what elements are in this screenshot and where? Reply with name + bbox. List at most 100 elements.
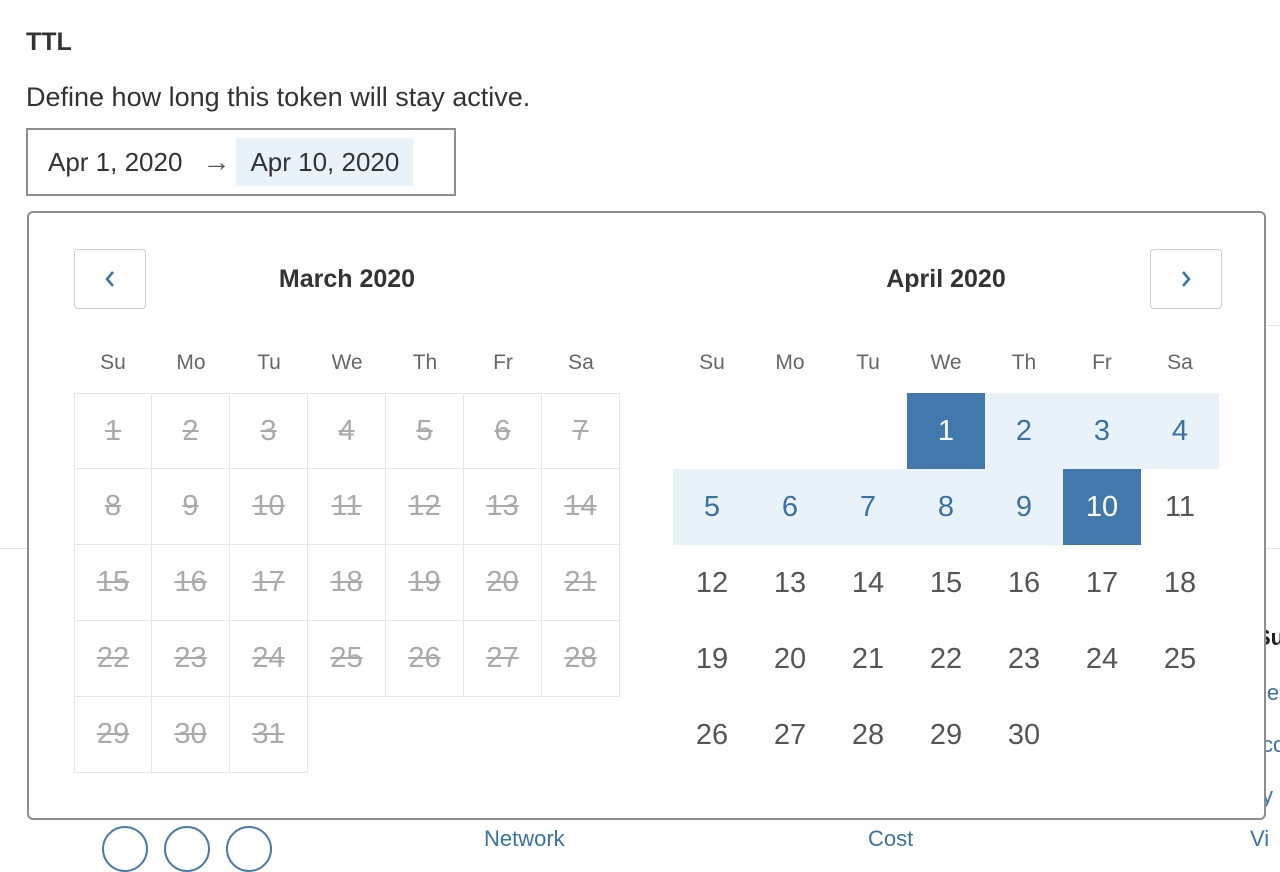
day-cell[interactable]: 29: [929, 718, 963, 751]
day-cell-disabled: 17: [230, 545, 308, 621]
day-cell[interactable]: 23: [1007, 642, 1041, 675]
week-row: 5 6 7 8 9 10 11: [673, 469, 1219, 545]
day-cell[interactable]: 16: [1007, 566, 1041, 599]
start-date-input[interactable]: Apr 1, 2020: [48, 147, 183, 177]
prev-month-button[interactable]: [74, 249, 146, 309]
week-row: 8 9 10 11 12 13 14: [74, 469, 620, 545]
day-cell-disabled: 12: [386, 469, 464, 545]
next-month-button[interactable]: [1150, 249, 1222, 309]
weekday-label: Mo: [775, 351, 805, 374]
empty-cell: [1141, 697, 1219, 773]
day-cell-disabled: 14: [542, 469, 620, 545]
day-cell-selected[interactable]: 1: [907, 393, 985, 469]
day-cell-disabled: 11: [308, 469, 386, 545]
weekday-header: Su Mo Tu We Th Fr Sa: [74, 351, 620, 393]
day-cell[interactable]: 20: [773, 642, 807, 675]
day-cell-disabled: 16: [152, 545, 230, 621]
day-cell-disabled: 26: [386, 621, 464, 697]
day-cell-disabled: 19: [386, 545, 464, 621]
tab-network[interactable]: Network: [484, 826, 565, 851]
empty-cell: [308, 697, 386, 773]
day-cell[interactable]: 24: [1085, 642, 1119, 675]
weekday-label: Su: [100, 351, 126, 374]
day-cell-in-range[interactable]: 3: [1063, 393, 1141, 469]
day-cell-in-range[interactable]: 6: [751, 469, 829, 545]
month-title: March 2020: [278, 265, 416, 293]
link[interactable]: le: [1262, 680, 1280, 705]
date-picker-popup: March 2020 April 2020 Su Mo Tu We Th Fr Sa 1 2 3 4…: [27, 211, 1266, 820]
step-circle: [226, 826, 272, 872]
empty-cell: [1063, 697, 1141, 773]
month-grid-march: Su Mo Tu We Th Fr Sa 1 2 3 4 5 6 7 8 9 10 11 12 13 14 15 16 17 1…: [74, 351, 620, 773]
day-cell[interactable]: 17: [1085, 566, 1119, 599]
day-cell-disabled: 29: [74, 697, 152, 773]
weekday-label: Mo: [176, 351, 206, 374]
day-cell[interactable]: 14: [851, 566, 885, 599]
tab-view[interactable]: Vi: [1250, 826, 1270, 851]
day-cell[interactable]: 27: [773, 718, 807, 751]
day-cell-disabled: 3: [230, 393, 308, 469]
chevron-left-icon: [105, 271, 114, 287]
weekday-label: Su: [699, 351, 725, 374]
day-cell-disabled: 20: [464, 545, 542, 621]
day-cell-disabled: 6: [464, 393, 542, 469]
day-cell-disabled: 25: [308, 621, 386, 697]
weekday-label: Th: [1011, 351, 1037, 374]
day-cell-in-range[interactable]: 2: [985, 393, 1063, 469]
day-cell-disabled: 31: [230, 697, 308, 773]
link[interactable]: co: [1262, 732, 1280, 757]
weekday-label: Tu: [257, 351, 281, 374]
weekday-label: Fr: [1092, 351, 1112, 374]
day-cell[interactable]: 18: [1163, 566, 1197, 599]
week-row: 15 16 17 18 19 20 21: [74, 545, 620, 621]
week-row: 29 30 31: [74, 697, 620, 773]
weekday-label: Fr: [493, 351, 513, 374]
empty-cell: [464, 697, 542, 773]
day-cell[interactable]: 21: [851, 642, 885, 675]
day-cell-in-range[interactable]: 7: [829, 469, 907, 545]
weekday-label: Sa: [1167, 351, 1193, 374]
day-cell-disabled: 9: [152, 469, 230, 545]
day-cell-disabled: 30: [152, 697, 230, 773]
day-cell[interactable]: 12: [695, 566, 729, 599]
empty-cell: [829, 393, 907, 469]
end-date-input[interactable]: Apr 10, 2020: [236, 138, 414, 186]
day-cell-in-range[interactable]: 8: [907, 469, 985, 545]
day-cell[interactable]: 30: [1007, 718, 1041, 751]
day-cell-disabled: 10: [230, 469, 308, 545]
day-cell[interactable]: 11: [1164, 490, 1196, 523]
day-cell-in-range[interactable]: 9: [985, 469, 1063, 545]
date-range-input[interactable]: Apr 1, 2020 → Apr 10, 2020: [26, 128, 456, 196]
weekday-label: Tu: [856, 351, 880, 374]
day-cell[interactable]: 28: [851, 718, 885, 751]
day-cell-disabled: 1: [74, 393, 152, 469]
empty-cell: [386, 697, 464, 773]
day-cell-disabled: 15: [74, 545, 152, 621]
divider: [1266, 325, 1280, 326]
day-cell[interactable]: 13: [773, 566, 807, 599]
day-cell-disabled: 2: [152, 393, 230, 469]
day-cell[interactable]: 22: [929, 642, 963, 675]
day-cell[interactable]: 19: [695, 642, 729, 675]
weekday-label: Sa: [568, 351, 594, 374]
week-row: 12 13 14 15 16 17 18: [673, 545, 1219, 621]
day-cell[interactable]: 26: [695, 718, 729, 751]
day-cell-in-range[interactable]: 4: [1141, 393, 1219, 469]
day-cell-selected[interactable]: 10: [1063, 469, 1141, 545]
empty-cell: [673, 393, 751, 469]
step-circle: [164, 826, 210, 872]
day-cell[interactable]: 25: [1163, 642, 1197, 675]
day-cell-disabled: 8: [74, 469, 152, 545]
day-cell-in-range[interactable]: 5: [673, 469, 751, 545]
day-cell-disabled: 28: [542, 621, 620, 697]
day-cell[interactable]: 15: [929, 566, 963, 599]
empty-cell: [751, 393, 829, 469]
tab-cost[interactable]: Cost: [868, 826, 914, 851]
link[interactable]: y: [1262, 783, 1273, 808]
week-row: 26 27 28 29 30: [673, 697, 1219, 773]
week-row: 22 23 24 25 26 27 28: [74, 621, 620, 697]
day-cell-disabled: 27: [464, 621, 542, 697]
day-cell-disabled: 18: [308, 545, 386, 621]
day-cell-disabled: 13: [464, 469, 542, 545]
section-title: TTL: [26, 28, 72, 56]
